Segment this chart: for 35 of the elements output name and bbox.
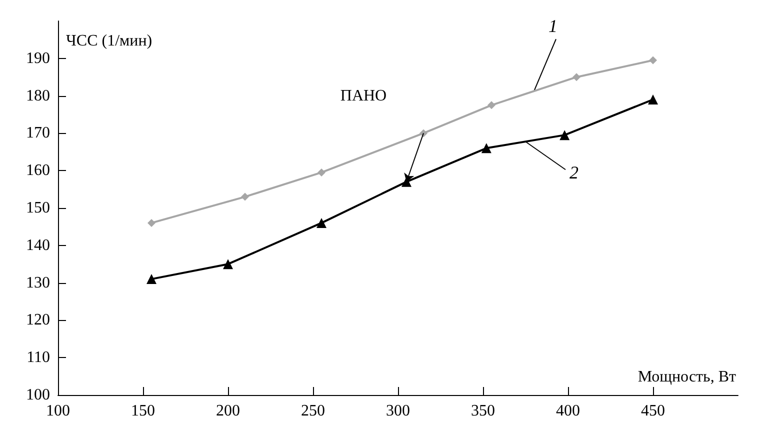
text: 1	[548, 16, 558, 36]
series-label: 2	[570, 162, 578, 183]
y-tick-label: 170	[26, 124, 50, 142]
annotation: ПАНО	[340, 88, 387, 105]
y-tick-label: 100	[26, 386, 50, 404]
x-tick-label: 250	[301, 402, 325, 420]
x-tick-label: 450	[641, 402, 665, 420]
point	[318, 168, 326, 176]
x-tick-label: 350	[471, 402, 495, 420]
point	[560, 130, 570, 140]
y-tick-label: 120	[26, 312, 50, 329]
y-tick-label: 160	[26, 162, 50, 180]
point	[649, 56, 657, 64]
point	[223, 259, 233, 270]
y-tick-label: 130	[26, 274, 50, 292]
y-tick-label: 140	[26, 236, 50, 254]
y-tick-label: 110	[26, 349, 50, 366]
point	[148, 218, 156, 227]
point	[648, 94, 658, 105]
point	[572, 73, 580, 82]
point	[316, 218, 326, 228]
y-tick-label: 190	[26, 50, 50, 67]
x-tick-label: 100	[46, 402, 70, 420]
y-axis-title: ЧСС (1/мин)	[66, 32, 152, 50]
point	[241, 192, 249, 201]
y-tick-label: 150	[26, 200, 50, 216]
point	[488, 101, 496, 110]
x-tick-label: 150	[131, 402, 155, 420]
point	[481, 143, 492, 154]
y-tick-label: 180	[26, 87, 50, 104]
x-axis-title: Мощность, Вт	[638, 368, 736, 386]
x-tick-label: 300	[386, 402, 410, 420]
x-tick-label: 400	[556, 402, 580, 420]
point	[146, 274, 156, 284]
x-tick-label: 200	[216, 402, 240, 420]
